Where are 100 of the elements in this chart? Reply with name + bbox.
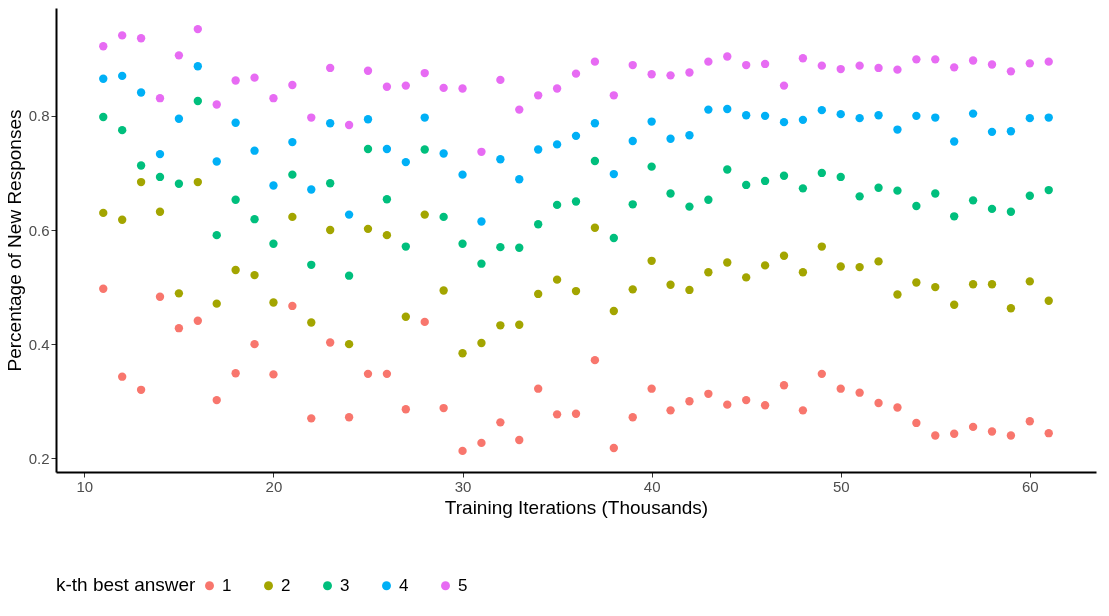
point [250, 146, 259, 155]
point [968, 109, 978, 118]
point [893, 186, 902, 195]
point [382, 144, 392, 154]
point [382, 195, 392, 204]
point [363, 115, 373, 124]
point [307, 414, 316, 423]
point [1006, 207, 1016, 216]
point [552, 140, 562, 149]
point [798, 184, 808, 193]
point [912, 418, 921, 428]
point [987, 60, 997, 69]
point [968, 196, 978, 205]
y-tick-label: 0.4 [28, 335, 50, 353]
point [704, 389, 713, 398]
point [817, 369, 826, 379]
point [363, 66, 373, 75]
point [817, 242, 826, 251]
point [269, 370, 278, 379]
point [363, 224, 373, 234]
point [742, 273, 751, 282]
point [931, 189, 940, 198]
x-tick-label: 60 [1021, 477, 1039, 495]
point [628, 413, 637, 422]
point [855, 113, 864, 123]
point [515, 320, 524, 329]
point [931, 113, 940, 122]
point [250, 73, 259, 82]
point [288, 170, 297, 179]
y-tick-label: 0.6 [28, 221, 50, 239]
point [968, 422, 978, 432]
point [950, 212, 959, 221]
point [1006, 304, 1016, 313]
point [344, 271, 354, 280]
point [344, 210, 354, 219]
point [118, 372, 127, 381]
point [779, 81, 789, 90]
point [950, 63, 959, 72]
point [269, 181, 278, 190]
point [118, 31, 127, 40]
point [458, 84, 467, 93]
point [893, 403, 902, 412]
point [723, 165, 732, 174]
point [647, 117, 656, 126]
point [552, 275, 562, 284]
point [458, 239, 467, 248]
point [420, 68, 429, 78]
point [760, 401, 770, 410]
point [685, 68, 694, 77]
point [174, 51, 184, 60]
point [647, 256, 656, 266]
point [344, 339, 354, 349]
point [704, 57, 713, 66]
point [534, 145, 543, 154]
point [1006, 67, 1016, 76]
point [136, 88, 146, 97]
point [685, 131, 694, 140]
point [401, 81, 410, 90]
point [515, 435, 524, 445]
point [155, 207, 165, 216]
point [685, 397, 694, 406]
point [609, 91, 618, 100]
point [760, 176, 770, 186]
point [99, 284, 108, 293]
point [496, 242, 505, 252]
point [477, 259, 486, 268]
point [496, 418, 505, 427]
legend-title: k-th best answer [56, 574, 197, 595]
point [439, 212, 448, 222]
point [912, 278, 921, 287]
point [250, 270, 259, 280]
point [420, 145, 429, 154]
point [1044, 185, 1053, 195]
point [836, 384, 845, 393]
point [439, 403, 448, 413]
point [779, 251, 789, 260]
point [326, 119, 335, 128]
point [874, 257, 883, 266]
point [609, 169, 618, 179]
point [628, 285, 637, 294]
point [817, 168, 826, 178]
point [99, 112, 108, 122]
point [99, 42, 108, 51]
point [250, 339, 259, 349]
point [817, 61, 826, 70]
point [174, 114, 184, 123]
point [1006, 127, 1016, 136]
point [855, 262, 864, 272]
point [666, 134, 675, 143]
point [874, 398, 883, 408]
point [231, 195, 240, 204]
point [950, 137, 959, 146]
point [496, 75, 505, 85]
legend-label: 4 [399, 575, 409, 595]
point [704, 268, 713, 277]
point [571, 286, 581, 296]
point [987, 280, 997, 289]
point [571, 197, 581, 206]
point [912, 55, 921, 64]
point [571, 409, 581, 418]
